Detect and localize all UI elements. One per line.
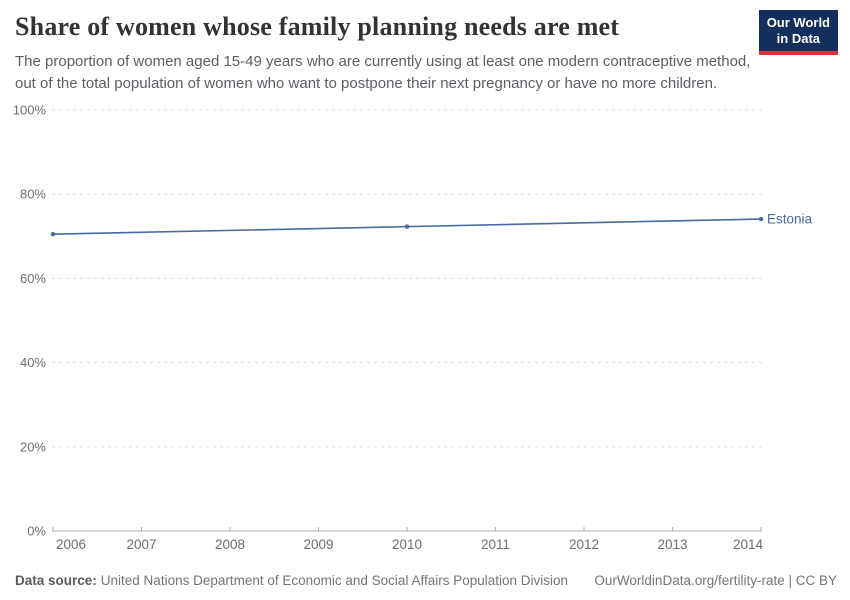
chart-footer: Data source: United Nations Department of…: [15, 573, 837, 588]
y-tick-label: 60%: [20, 271, 46, 286]
x-tick-label: 2006: [56, 537, 86, 552]
x-tick-label: 2012: [569, 537, 599, 552]
data-point-2014[interactable]: [758, 216, 764, 222]
x-tick-label: 2013: [657, 537, 687, 552]
data-point-2010[interactable]: [404, 224, 410, 229]
x-tick-label: 2014: [733, 537, 764, 552]
data-source-label: Data source:: [15, 573, 97, 588]
y-tick-label: 100%: [13, 103, 47, 118]
x-tick-label: 2011: [481, 537, 510, 552]
data-point-2006[interactable]: [50, 231, 56, 237]
chart-subtitle: The proportion of women aged 15-49 years…: [15, 53, 751, 92]
chart-header: Share of women whose family planning nee…: [15, 12, 765, 95]
x-tick-label: 2010: [392, 537, 422, 552]
x-tick-label: 2008: [215, 537, 245, 552]
owid-logo-line2: in Data: [776, 31, 821, 46]
y-tick-label: 80%: [20, 187, 46, 202]
license-link[interactable]: OurWorldinData.org/fertility-rate | CC B…: [594, 573, 837, 588]
y-tick-label: 40%: [20, 355, 46, 370]
data-source-text: United Nations Department of Economic an…: [100, 573, 569, 588]
data-source: Data source: United Nations Department of…: [15, 573, 568, 588]
owid-logo[interactable]: Our World in Data: [758, 10, 838, 55]
x-tick-label: 2007: [126, 537, 156, 552]
owid-logo-line1: Our World: [766, 15, 830, 30]
entity-label[interactable]: Estonia: [767, 212, 813, 227]
x-tick-label: 2009: [303, 537, 333, 552]
chart-title: Share of women whose family planning nee…: [15, 12, 620, 41]
y-tick-label: 0%: [27, 524, 46, 539]
y-tick-label: 20%: [20, 439, 46, 454]
